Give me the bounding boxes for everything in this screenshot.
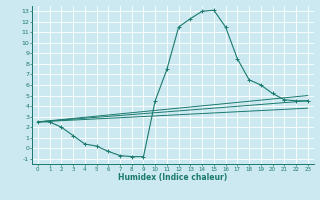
X-axis label: Humidex (Indice chaleur): Humidex (Indice chaleur) bbox=[118, 173, 228, 182]
